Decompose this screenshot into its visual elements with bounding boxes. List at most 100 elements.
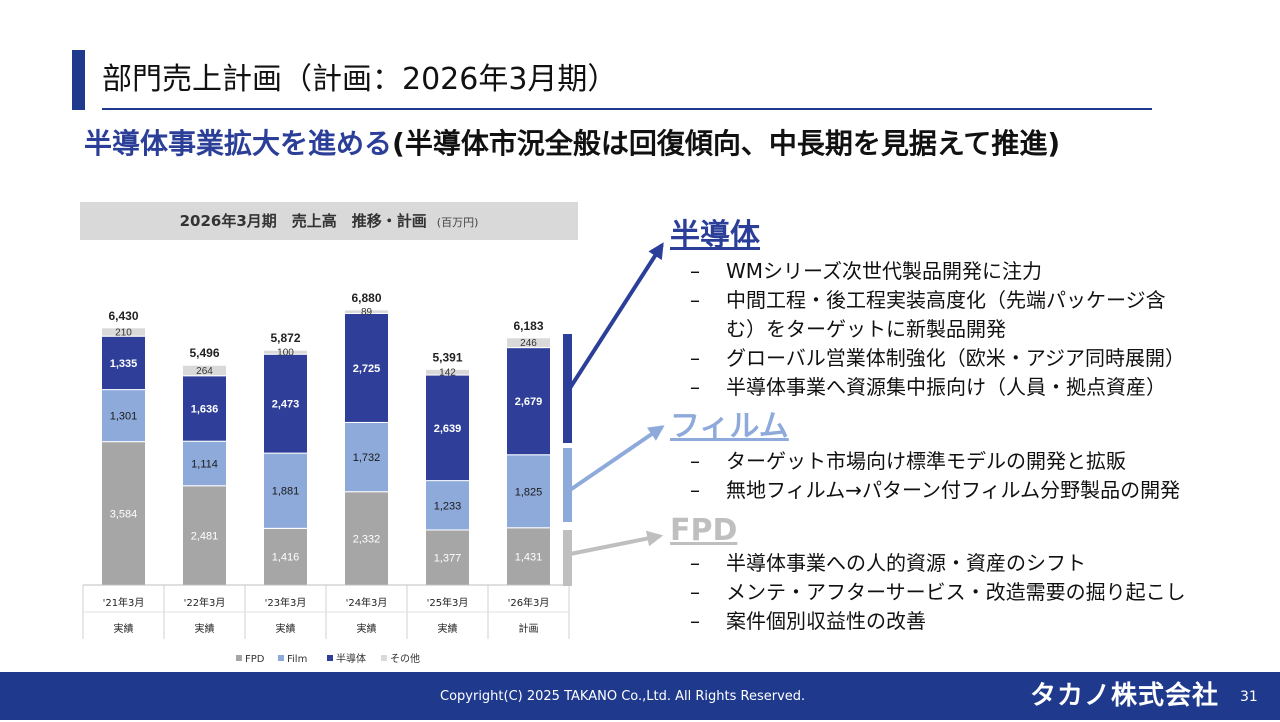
company-logo: タカノ株式会社 <box>1030 681 1220 711</box>
bar-film <box>506 454 551 529</box>
page-number: 31 <box>1240 689 1258 705</box>
x-tick-sublabel: 実績 <box>114 622 134 635</box>
data-label: 1,825 <box>515 486 543 498</box>
arrow-fpd <box>569 530 664 556</box>
data-label: 89 <box>361 307 373 318</box>
total-label: 6,183 <box>513 319 543 333</box>
x-tick-label: '26年3月 <box>508 596 550 609</box>
segment-heading-film: フィルム <box>670 409 789 444</box>
legend-label: 半導体 <box>336 652 366 665</box>
slide-subtitle: 半導体事業拡大を進める(半導体市況全般は回復傾向、中長期を見据えて推進) <box>84 124 1060 164</box>
data-label: 2,481 <box>191 530 219 542</box>
data-label: 1,732 <box>353 452 381 464</box>
list-item: 半導体事業への人的資源・資産のシフト <box>690 549 1186 578</box>
list-item: 無地フィルム→パターン付フィルム分野製品の開発 <box>690 476 1180 505</box>
data-label: 1,416 <box>272 552 300 564</box>
data-label: 3,584 <box>110 508 138 520</box>
data-label: 264 <box>196 366 213 377</box>
bar-fpd <box>344 491 389 586</box>
legend-swatch <box>381 655 387 661</box>
bar-fpd <box>182 485 227 586</box>
x-tick-label: '22年3月 <box>184 596 226 609</box>
x-tick-label: '24年3月 <box>346 596 388 609</box>
bar-film <box>182 440 227 487</box>
bar-other <box>344 309 389 314</box>
x-tick-label: '21年3月 <box>103 596 145 609</box>
segment-heading-semi: 半導体 <box>670 218 760 253</box>
bar-other <box>263 349 308 355</box>
bar-fpd <box>263 527 308 586</box>
data-label: 2,473 <box>272 399 300 411</box>
data-label: 210 <box>115 328 132 339</box>
total-label: 6,880 <box>351 291 381 305</box>
data-label: 2,725 <box>353 363 381 375</box>
list-item: グローバル営業体制強化（欧米・アジア同時展開） <box>690 344 1185 373</box>
segment-list-semi: WMシリーズ次世代製品開発に注力 中間工程・後工程実装高度化（先端パッケージ含 … <box>690 257 1185 402</box>
x-tick-sublabel: 実績 <box>276 622 296 635</box>
slide-title: 部門売上計画（計画：2026年3月期） <box>102 62 618 97</box>
chart-title: 2026年3月期 売上高 推移・計画 <box>179 212 427 230</box>
bar-other <box>182 364 227 377</box>
segment-bracket-film <box>563 448 572 522</box>
data-label: 246 <box>520 338 537 349</box>
total-label: 5,496 <box>189 346 219 360</box>
data-label: 2,332 <box>353 533 381 545</box>
data-label: 2,679 <box>515 396 543 408</box>
legend-label: その他 <box>390 652 420 665</box>
chart-header: 2026年3月期 売上高 推移・計画 (百万円) <box>80 202 578 240</box>
title-divider <box>102 108 1152 110</box>
data-label: 100 <box>277 348 294 359</box>
x-tick-sublabel: 計画 <box>519 622 539 635</box>
x-tick-sublabel: 実績 <box>357 622 377 635</box>
bar-semi <box>182 375 227 442</box>
data-label: 1,114 <box>191 458 218 470</box>
list-item: ターゲット市場向け標準モデルの開発と拡販 <box>690 447 1180 476</box>
list-item: 案件個別収益性の改善 <box>690 607 1186 636</box>
legend-label: FPD <box>245 654 265 665</box>
x-tick-sublabel: 実績 <box>438 622 458 635</box>
legend-swatch <box>278 655 284 661</box>
bar-semi <box>344 312 389 423</box>
bar-other <box>101 327 146 337</box>
bar-film <box>263 452 308 529</box>
x-tick-sublabel: 実績 <box>195 622 215 635</box>
chart-unit: (百万円) <box>436 216 479 229</box>
data-label: 1,377 <box>434 552 462 564</box>
list-item: メンテ・アフターサービス・改造需要の掘り起こし <box>690 578 1186 607</box>
total-label: 5,872 <box>270 331 300 345</box>
segment-bracket-fpd <box>563 530 572 586</box>
subtitle-note: (半導体市況全般は回復傾向、中長期を見据えて推進) <box>392 127 1061 160</box>
data-label: 1,335 <box>110 358 138 370</box>
x-tick-label: '25年3月 <box>427 596 469 609</box>
list-item: む）をターゲットに新製品開発 <box>726 317 1006 341</box>
segment-bracket-semi <box>563 334 572 443</box>
bar-semi <box>425 374 470 482</box>
data-label: 1,431 <box>515 551 543 563</box>
bar-film <box>425 480 470 531</box>
x-tick-label: '23年3月 <box>265 596 307 609</box>
list-item: WMシリーズ次世代製品開発に注力 <box>690 257 1185 286</box>
data-label: 2,639 <box>434 423 462 435</box>
footer: Copyright(C) 2025 TAKANO Co.,Ltd. All Ri… <box>0 672 1280 720</box>
bar-other <box>506 337 551 349</box>
bar-film <box>101 389 146 443</box>
title-accent-bar <box>72 50 85 110</box>
list-item: 中間工程・後工程実装高度化（先端パッケージ含 <box>690 286 1185 315</box>
bar-semi <box>263 353 308 454</box>
bar-semi <box>101 335 146 391</box>
segment-list-fpd: 半導体事業への人的資源・資産のシフト メンテ・アフターサービス・改造需要の掘り起… <box>690 549 1186 636</box>
segment-list-film: ターゲット市場向け標準モデルの開発と拡販 無地フィルム→パターン付フィルム分野製… <box>690 447 1180 505</box>
total-label: 6,430 <box>108 309 138 323</box>
legend-swatch <box>236 655 242 661</box>
bar-fpd <box>425 529 470 586</box>
data-label: 1,636 <box>191 403 219 415</box>
segment-heading-fpd: FPD <box>670 513 738 548</box>
data-label: 1,881 <box>272 486 300 498</box>
data-label: 1,233 <box>434 500 462 512</box>
copyright-text: Copyright(C) 2025 TAKANO Co.,Ltd. All Ri… <box>440 689 806 704</box>
data-label: 1,301 <box>110 411 138 423</box>
data-label: 142 <box>439 368 456 379</box>
subtitle-main: 半導体事業拡大を進める <box>84 127 393 160</box>
